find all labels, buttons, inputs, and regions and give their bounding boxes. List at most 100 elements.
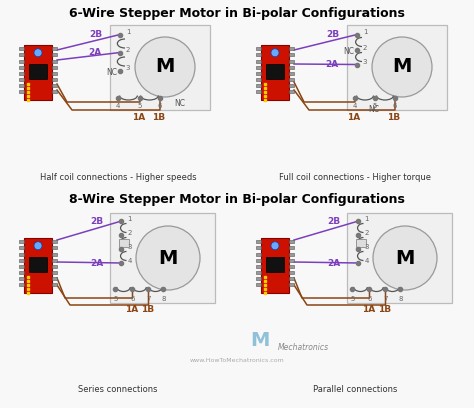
Text: 2: 2 — [126, 47, 130, 53]
Text: Series connections: Series connections — [78, 386, 158, 395]
Bar — [261, 237, 289, 293]
Text: 7: 7 — [383, 296, 388, 302]
Bar — [52, 60, 57, 62]
Bar — [52, 259, 57, 262]
Bar — [19, 271, 24, 274]
Text: 4: 4 — [128, 258, 132, 264]
Text: 2A: 2A — [326, 60, 339, 69]
Text: 1B: 1B — [378, 304, 391, 313]
Text: 8-Wire Stepper Motor in Bi-polar Configurations: 8-Wire Stepper Motor in Bi-polar Configu… — [69, 193, 405, 206]
Circle shape — [372, 37, 432, 97]
Text: NC: NC — [174, 99, 185, 108]
Text: 6: 6 — [130, 296, 135, 302]
Bar — [256, 78, 261, 81]
Bar — [19, 66, 24, 69]
Bar — [289, 78, 294, 81]
Bar — [289, 66, 294, 69]
Bar — [289, 253, 294, 255]
Text: Parallel connections: Parallel connections — [313, 386, 397, 395]
Bar — [52, 271, 57, 274]
Bar — [289, 60, 294, 62]
Text: 1: 1 — [363, 29, 367, 35]
Bar — [256, 53, 261, 56]
Text: 3: 3 — [127, 244, 132, 250]
Text: 8: 8 — [398, 296, 403, 302]
Text: 2: 2 — [128, 230, 132, 236]
Text: 1B: 1B — [141, 304, 154, 313]
Text: 3: 3 — [363, 60, 367, 66]
Bar — [29, 64, 47, 79]
Text: 1A: 1A — [347, 113, 361, 122]
Bar — [256, 84, 261, 87]
Text: 7: 7 — [146, 296, 151, 302]
Bar — [24, 44, 52, 100]
Bar — [19, 71, 24, 75]
Bar — [256, 259, 261, 262]
Text: 2: 2 — [365, 230, 369, 236]
Bar — [289, 71, 294, 75]
Bar — [289, 53, 294, 56]
Text: M: M — [250, 330, 270, 350]
Bar — [19, 265, 24, 268]
Bar — [289, 47, 294, 51]
Text: 1A: 1A — [362, 304, 375, 313]
Bar — [256, 283, 261, 286]
Text: 4: 4 — [353, 102, 357, 109]
Bar — [19, 47, 24, 51]
Text: 4: 4 — [365, 258, 369, 264]
Bar — [256, 253, 261, 255]
Text: 6: 6 — [367, 296, 372, 302]
Bar — [289, 265, 294, 268]
Bar — [19, 246, 24, 249]
Text: 2A: 2A — [89, 48, 102, 57]
Circle shape — [135, 37, 195, 97]
Bar — [256, 265, 261, 268]
Bar — [110, 213, 216, 303]
Text: 1A: 1A — [132, 113, 146, 122]
Bar — [256, 71, 261, 75]
Text: 6: 6 — [393, 102, 397, 109]
Bar — [289, 90, 294, 93]
Bar — [347, 24, 447, 109]
Text: 2B: 2B — [328, 217, 340, 226]
Text: 3: 3 — [126, 66, 130, 71]
Text: 2A: 2A — [90, 259, 103, 268]
Bar — [52, 240, 57, 244]
Bar — [119, 239, 129, 247]
Bar — [256, 66, 261, 69]
Bar — [289, 283, 294, 286]
Bar — [256, 246, 261, 249]
Bar — [356, 239, 366, 247]
Bar — [19, 283, 24, 286]
Text: M: M — [158, 248, 178, 268]
Text: M: M — [155, 58, 175, 77]
Bar — [19, 53, 24, 56]
Bar — [52, 265, 57, 268]
Circle shape — [271, 49, 279, 57]
Bar — [347, 213, 453, 303]
Text: 2A: 2A — [327, 259, 340, 268]
Bar — [256, 271, 261, 274]
Text: M: M — [395, 248, 415, 268]
Bar — [52, 253, 57, 255]
Bar — [256, 47, 261, 51]
Text: 4: 4 — [116, 102, 120, 109]
Bar — [52, 84, 57, 87]
Bar — [256, 240, 261, 244]
Text: Half coil connections - Higher speeds: Half coil connections - Higher speeds — [40, 173, 196, 182]
Bar — [19, 84, 24, 87]
Bar — [19, 90, 24, 93]
Text: 5: 5 — [138, 102, 142, 109]
Text: 2B: 2B — [89, 30, 102, 39]
Text: M: M — [392, 58, 412, 77]
Bar — [19, 60, 24, 62]
Bar — [52, 78, 57, 81]
Text: 1B: 1B — [153, 113, 165, 122]
Bar — [19, 253, 24, 255]
Text: 1: 1 — [127, 216, 132, 222]
Text: 8: 8 — [161, 296, 166, 302]
Circle shape — [271, 242, 279, 250]
Bar — [289, 277, 294, 280]
Bar — [266, 64, 284, 79]
Bar — [289, 84, 294, 87]
